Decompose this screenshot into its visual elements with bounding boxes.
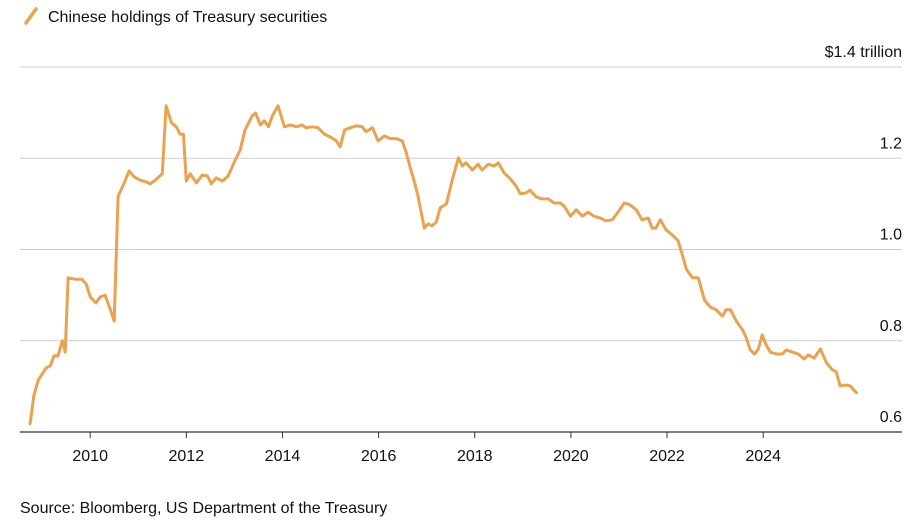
x-tick-label: 2010	[72, 448, 108, 465]
x-tick-label: 2022	[649, 448, 685, 465]
x-tick-label: 2024	[745, 448, 781, 465]
x-tick-label: 2014	[265, 448, 301, 465]
source: Source: Bloomberg, US Department of the …	[20, 500, 387, 517]
y-tick-label: 0.6	[880, 409, 902, 426]
y-tick-label: 1.2	[880, 135, 902, 152]
y-tick-label: 0.8	[880, 318, 902, 335]
line	[28, 104, 858, 426]
legend-swatch	[24, 7, 38, 25]
x-tick-label: 2012	[169, 448, 205, 465]
x-tick-label: 2020	[553, 448, 589, 465]
y-tick-label: $1.4 trillion	[825, 44, 902, 61]
y-tick-label: 1.0	[880, 227, 902, 244]
x-tick-label: 2018	[457, 448, 493, 465]
x-tick-label: 2016	[361, 448, 397, 465]
legend-label: Chinese holdings of Treasury securities	[48, 9, 327, 26]
